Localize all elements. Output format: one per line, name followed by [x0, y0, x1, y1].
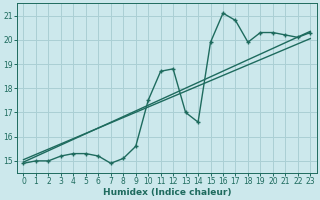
X-axis label: Humidex (Indice chaleur): Humidex (Indice chaleur)	[103, 188, 231, 197]
